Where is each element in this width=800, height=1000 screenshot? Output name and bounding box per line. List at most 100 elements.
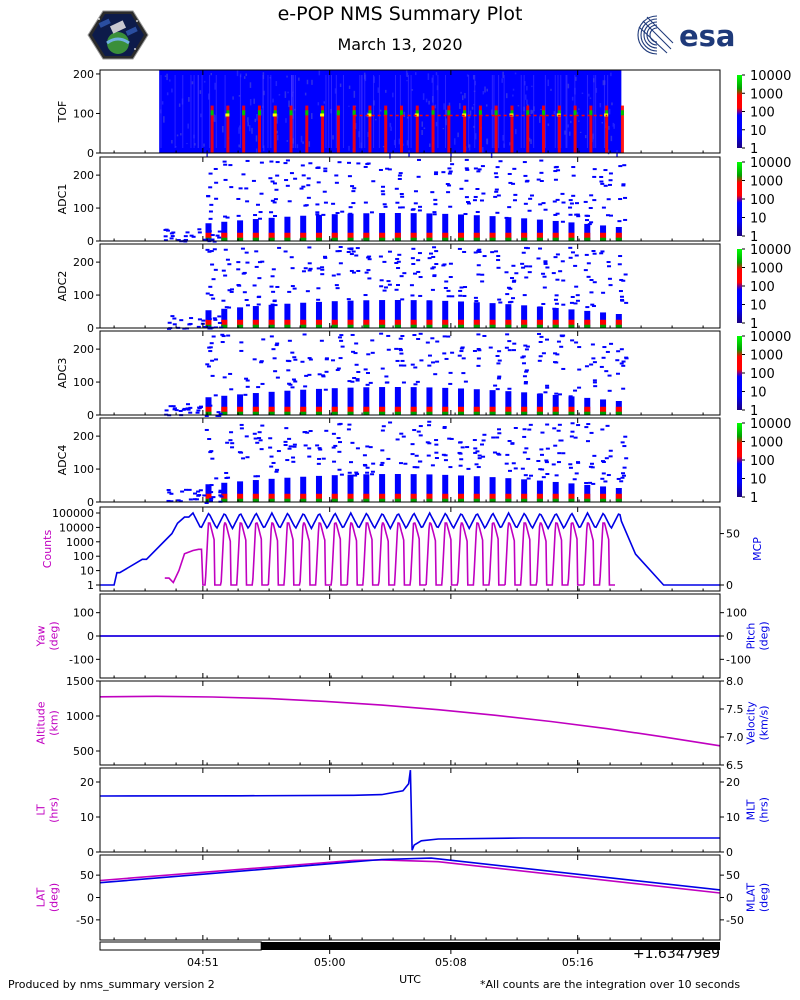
tof-stripe-peak (257, 110, 261, 116)
adc-speck (589, 278, 594, 281)
adc-speck (271, 348, 276, 351)
adc-speck (291, 460, 296, 463)
ylabel-adc4-line: ADC4 (56, 445, 69, 476)
y-tick-label: 100 (73, 289, 94, 302)
adc-burst (458, 214, 465, 241)
adc-speck (458, 464, 463, 467)
adc-speck (210, 238, 215, 241)
adc-burst-peak (489, 237, 496, 241)
adc-speck (589, 431, 594, 434)
tof-streak (445, 75, 447, 148)
tof-noise (163, 116, 165, 123)
adc-burst (252, 393, 259, 415)
adc-speck (207, 318, 212, 321)
ylabel-adc1: ADC1 (56, 184, 69, 215)
tof-streak (603, 75, 605, 148)
adc-speck (210, 359, 215, 362)
time-bar-white (99, 941, 262, 951)
adc-speck (400, 359, 405, 362)
tof-noise (613, 123, 615, 129)
adc-burst-core (568, 493, 575, 501)
ylabel-right-lt_mlt-line: MLT (745, 799, 758, 820)
tof-noise (302, 141, 304, 144)
adc-speck (259, 361, 264, 364)
colorbar-gradient (737, 162, 742, 236)
adc-speck (316, 462, 321, 465)
y-tick-label: 0 (87, 322, 94, 335)
adc-speck (363, 368, 368, 371)
tof-stripe-peak (321, 110, 325, 116)
adc-burst-core (284, 493, 291, 501)
adc-burst-peak (300, 237, 307, 241)
ylabel-right-counts_mcp-line: MCP (751, 537, 764, 561)
adc-burst (536, 480, 543, 502)
y-tick-label: 200 (73, 68, 94, 81)
adc-speck (321, 213, 326, 216)
tof-noise (225, 115, 227, 118)
adc-speck (607, 389, 612, 392)
tof-noise (588, 93, 590, 97)
tof-stripe-peak (589, 110, 593, 116)
adc-speck (239, 427, 244, 430)
adc-speck (504, 271, 509, 274)
tof-streak (410, 75, 412, 148)
adc-burst (237, 307, 244, 328)
adc-burst-peak (268, 324, 275, 328)
footer-produced-by: Produced by nms_summary version 2 (8, 978, 215, 991)
adc-speck (553, 213, 558, 216)
adc-speck (284, 427, 289, 430)
tof-noise (407, 116, 409, 119)
adc-burst-peak (568, 237, 575, 241)
adc-speck (434, 451, 439, 454)
adc-speck (346, 251, 351, 254)
adc-speck (214, 358, 219, 361)
adc-speck (351, 190, 356, 193)
adc-speck (570, 251, 575, 254)
adc-burst (489, 477, 496, 502)
adc-speck (541, 202, 546, 205)
tof-noise (471, 106, 474, 110)
adc-speck (227, 289, 232, 292)
adc-speck (196, 409, 201, 412)
adc-speck (473, 296, 478, 299)
adc-speck (365, 445, 370, 448)
adc-speck (576, 461, 581, 464)
adc-burst (363, 474, 370, 502)
adc-speck (285, 159, 290, 162)
adc-speck (466, 202, 471, 205)
adc-speck (496, 362, 501, 365)
adc-speck (621, 364, 626, 367)
adc-speck (449, 437, 454, 440)
adc-speck (482, 334, 487, 337)
adc-speck (601, 472, 606, 475)
adc-burst-core (394, 406, 401, 414)
adc-burst-peak (284, 237, 291, 241)
adc-speck (507, 349, 512, 352)
adc-speck (367, 255, 372, 258)
adc-speck (494, 250, 499, 253)
adc-speck (316, 181, 321, 184)
adc-speck (410, 363, 415, 366)
adc-speck (220, 341, 225, 344)
adc-speck (259, 360, 264, 363)
adc-burst (536, 393, 543, 415)
adc-speck (600, 428, 605, 431)
adc-speck (464, 167, 469, 170)
adc-burst-peak (331, 237, 338, 241)
adc-speck (543, 262, 548, 265)
adc-speck (561, 334, 566, 337)
tof-noise (358, 131, 360, 138)
adc-speck (385, 167, 390, 170)
adc-burst-peak (473, 237, 480, 241)
adc-speck (388, 421, 393, 424)
adc-speck (574, 213, 579, 216)
adc-burst-core (315, 232, 322, 240)
tof-stripe (526, 105, 530, 153)
colorbar-tick-label: 1000 (750, 87, 783, 102)
adc-speck (206, 194, 211, 197)
adc-speck (524, 370, 529, 373)
adc-speck (217, 230, 222, 233)
adc-speck (575, 299, 580, 302)
